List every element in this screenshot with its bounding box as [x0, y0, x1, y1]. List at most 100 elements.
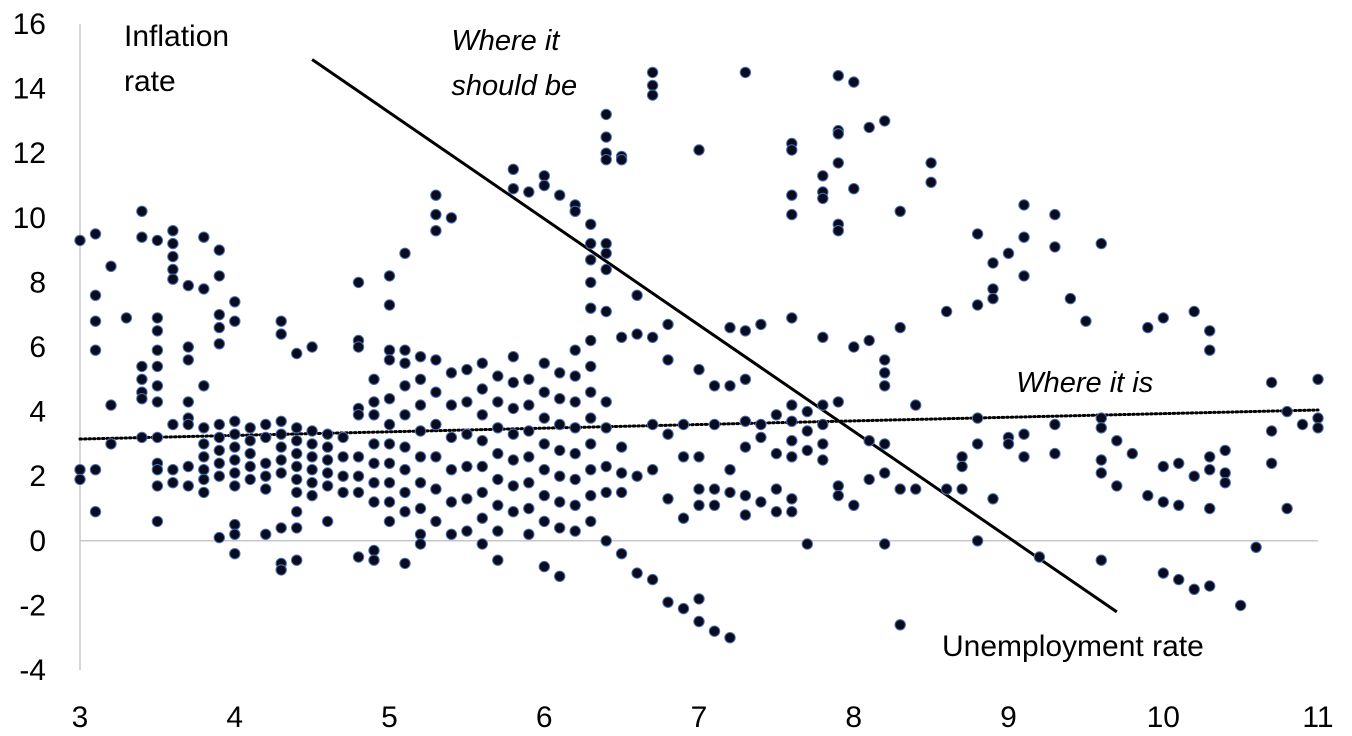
data-point: [538, 357, 550, 369]
x-tick-label: 8: [845, 701, 862, 734]
data-point: [894, 205, 906, 218]
data-point: [151, 480, 164, 492]
data-point: [492, 473, 504, 486]
data-point: [615, 486, 628, 499]
data-point: [646, 464, 659, 476]
data-point: [1002, 247, 1015, 260]
data-point: [120, 312, 133, 324]
data-point: [956, 483, 968, 495]
data-point: [569, 447, 581, 460]
data-point: [693, 593, 705, 605]
data-point: [213, 338, 226, 350]
data-point: [739, 66, 752, 79]
data-point: [383, 299, 396, 311]
data-point: [569, 473, 581, 486]
data-point: [615, 467, 628, 479]
data-point: [306, 438, 318, 450]
data-point: [383, 270, 396, 282]
data-point: [910, 483, 922, 495]
tick-labels: -4 -2 0 2 4 6 8 10 12 14 16 3 4 5 6 7 8 9 10 11: [13, 8, 1334, 734]
data-point: [569, 525, 581, 537]
data-point: [368, 409, 380, 421]
y-tick-label: 6: [29, 331, 46, 364]
data-point: [275, 441, 287, 453]
data-point: [879, 467, 891, 479]
data-point: [585, 489, 597, 502]
data-point: [1095, 467, 1108, 479]
data-point: [554, 444, 566, 457]
data-point: [1312, 373, 1324, 385]
data-point: [585, 237, 597, 250]
data-point: [213, 321, 226, 334]
data-point: [476, 486, 488, 499]
data-point: [585, 254, 597, 266]
data-point: [507, 428, 519, 440]
data-point: [399, 506, 411, 518]
data-point: [724, 632, 736, 644]
data-point: [1157, 312, 1170, 324]
data-point: [523, 399, 535, 411]
data-point: [971, 299, 984, 311]
data-point: [151, 515, 164, 528]
data-point: [198, 380, 210, 392]
data-point: [151, 344, 164, 356]
data-point: [1188, 305, 1200, 318]
data-point: [662, 428, 674, 440]
data-point: [414, 538, 427, 550]
data-point: [167, 263, 179, 276]
data-point: [368, 457, 380, 469]
data-point: [182, 460, 195, 473]
data-point: [414, 477, 427, 489]
data-point: [414, 451, 427, 463]
data-point: [739, 325, 752, 337]
data-point: [476, 383, 488, 395]
data-point: [182, 341, 195, 353]
data-point: [646, 418, 659, 431]
data-point: [569, 370, 581, 382]
data-point: [538, 386, 550, 398]
data-point: [879, 538, 891, 550]
data-point: [600, 422, 612, 434]
data-point: [167, 237, 179, 250]
data-point: [1018, 270, 1030, 282]
data-point: [136, 360, 148, 373]
data-point: [585, 360, 597, 373]
data-point: [987, 283, 999, 295]
data-point: [105, 438, 117, 450]
data-point: [198, 464, 210, 476]
where-it-should-be-line: [311, 58, 1118, 614]
data-point: [786, 399, 798, 411]
data-point: [89, 289, 102, 301]
data-point: [291, 422, 303, 434]
data-point: [523, 373, 535, 385]
data-point: [523, 186, 535, 198]
data-point: [1049, 241, 1061, 253]
data-point: [554, 496, 566, 508]
data-point: [971, 412, 984, 424]
data-point: [306, 425, 318, 437]
data-point: [291, 447, 303, 460]
data-point: [832, 396, 844, 408]
data-point: [507, 163, 519, 176]
data-point: [229, 415, 241, 427]
data-point: [430, 451, 442, 463]
data-point: [260, 418, 272, 431]
data-point: [244, 435, 256, 447]
data-point: [275, 454, 287, 466]
data-point: [260, 528, 272, 540]
data-point: [291, 435, 303, 447]
data-point: [1095, 412, 1108, 424]
y-tick-label: 10: [13, 202, 46, 235]
data-point: [414, 351, 427, 363]
data-point: [600, 263, 612, 276]
data-point: [414, 373, 427, 385]
data-point: [1204, 344, 1216, 356]
data-point: [260, 457, 272, 469]
data-point: [817, 438, 829, 450]
data-point: [538, 560, 550, 573]
data-point: [600, 460, 612, 473]
data-point: [383, 418, 396, 431]
data-point: [910, 399, 922, 411]
data-point: [198, 283, 210, 295]
data-point: [89, 315, 102, 327]
